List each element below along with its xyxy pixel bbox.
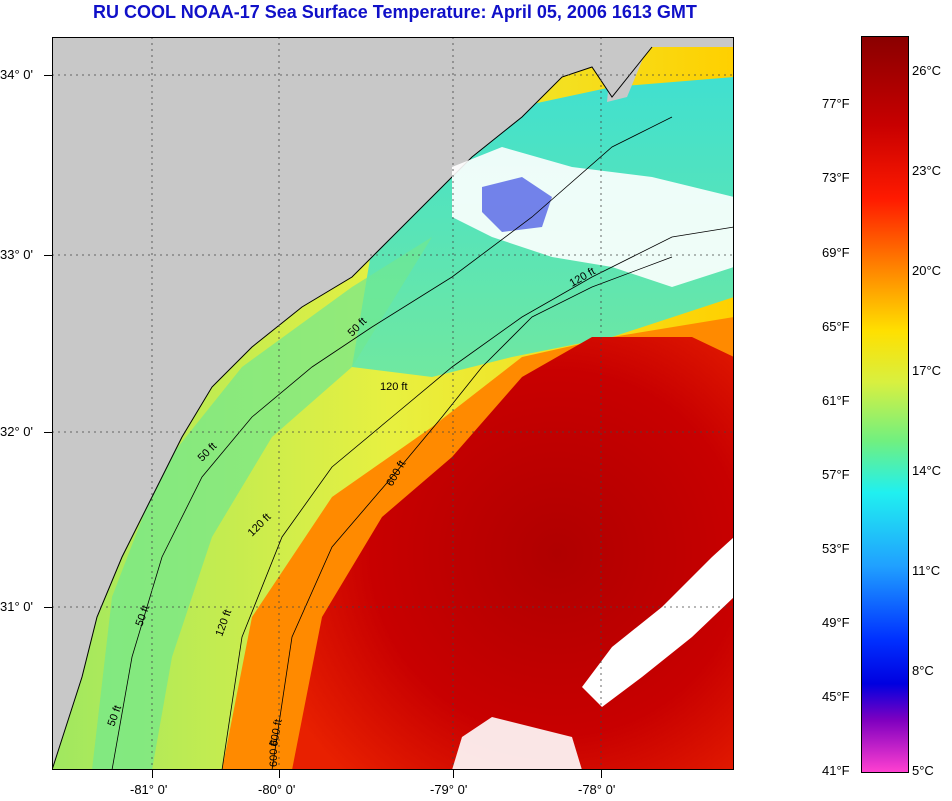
cloud-south [582,537,734,707]
celsius-label: 14°C [912,463,942,478]
fahrenheit-label: 77°F [822,96,850,111]
celsius-label: 11°C [912,563,941,578]
land-cape [607,37,652,102]
land [52,37,734,770]
sst-map[interactable]: 50 ft 50 ft 50 ft 50 ft 120 ft 120 ft 12… [52,37,734,770]
celsius-label: 5°C [912,763,934,778]
lon-label: -80° 0' [258,782,296,797]
lat-label: 34° 0' [0,67,33,82]
chart-title: RU COOL NOAA-17 Sea Surface Temperature:… [93,2,697,22]
celsius-label: 20°C [912,263,942,278]
isobath-label: 120 ft [380,381,408,393]
fahrenheit-label: 61°F [822,393,850,408]
celsius-label: 26°C [912,63,942,78]
isobath-label: 600 ft [268,718,285,747]
isobath-label: 600 ft [268,739,280,767]
celsius-label: 23°C [912,163,942,178]
lat-label: 32° 0' [0,424,33,439]
fahrenheit-label: 45°F [822,689,850,704]
fahrenheit-label: 41°F [822,763,850,778]
cloud-patch [482,177,552,232]
temperature-colorbar [861,36,909,773]
coastline [52,46,653,770]
lon-label: -81° 0' [130,782,168,797]
fahrenheit-label: 73°F [822,170,850,185]
nearshore-water [92,237,432,770]
fahrenheit-label: 57°F [822,467,850,482]
celsius-label: 8°C [912,663,934,678]
lat-label: 33° 0' [0,247,33,262]
fahrenheit-label: 49°F [822,615,850,630]
lon-label: -78° 0' [578,782,616,797]
fahrenheit-label: 69°F [822,245,850,260]
fahrenheit-label: 65°F [822,319,850,334]
fahrenheit-label: 53°F [822,541,850,556]
celsius-label: 17°C [912,363,942,378]
cloud-bottom [452,717,582,770]
lon-label: -79° 0' [430,782,468,797]
graticule [52,37,734,770]
isobath-120ft [221,226,734,770]
lat-label: 31° 0' [0,599,33,614]
